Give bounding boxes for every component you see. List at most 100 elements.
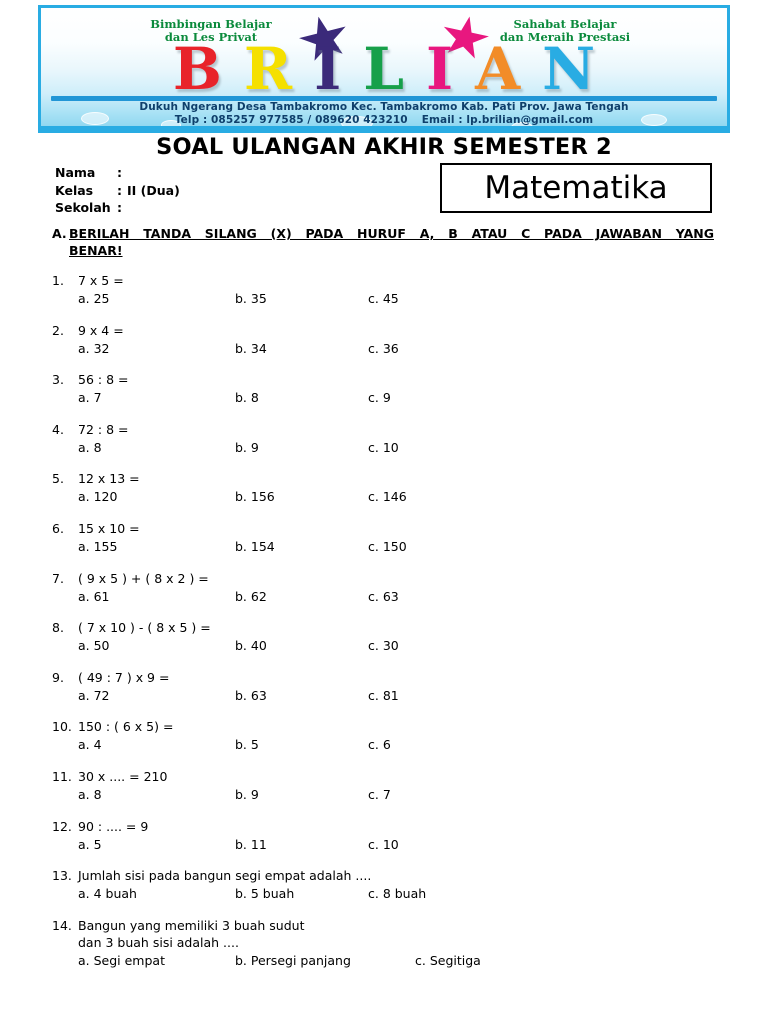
- tagline-left-line1: Bimbingan Belajar: [150, 17, 272, 31]
- identity-label: Nama: [55, 165, 96, 180]
- question-text: 72 : 8 =: [78, 421, 129, 437]
- banner-bottom-divider: [41, 126, 727, 130]
- answer-option-a[interactable]: a. 155: [78, 538, 118, 554]
- answer-option-c[interactable]: c. 8 buah: [368, 886, 427, 902]
- option-row: a. 61 b. 62 c. 63: [52, 588, 742, 605]
- answer-option-b[interactable]: b. 63: [235, 687, 267, 703]
- question-text: 90 : .... = 9: [78, 818, 149, 834]
- identity-colon: :: [117, 182, 122, 198]
- question-text: ( 9 x 5 ) + ( 8 x 2 ) =: [78, 570, 209, 586]
- answer-option-a[interactable]: a. 4: [78, 737, 102, 753]
- question-number: 12.: [52, 818, 72, 834]
- contact-address: Dukuh Ngerang Desa Tambakromo Kec. Tamba…: [139, 101, 629, 113]
- answer-option-a[interactable]: a. 4 buah: [78, 886, 137, 902]
- answer-option-c[interactable]: c. Segitiga: [415, 952, 481, 968]
- answer-option-a[interactable]: a. Segi empat: [78, 952, 165, 968]
- answer-option-a[interactable]: a. 8: [78, 786, 102, 802]
- question-number: 7.: [52, 570, 64, 586]
- identity-row: Nama:: [55, 164, 180, 182]
- answer-option-a[interactable]: a. 32: [78, 340, 110, 356]
- question-prompt: 8. ( 7 x 10 ) - ( 8 x 5 ) =: [52, 619, 742, 636]
- identity-label: Sekolah: [55, 200, 111, 215]
- answer-option-a[interactable]: a. 50: [78, 638, 110, 654]
- answer-option-b[interactable]: b. 34: [235, 340, 267, 356]
- tagline-right: Sahabat Belajar dan Meraih Prestasi: [455, 18, 675, 44]
- question-text: 150 : ( 6 x 5) =: [78, 719, 174, 735]
- answer-option-b[interactable]: b. 5 buah: [235, 886, 295, 902]
- answer-option-c[interactable]: c. 10: [368, 836, 399, 852]
- question-item: 11. 30 x .... = 210 a. 8 b. 9 c. 7: [52, 768, 742, 803]
- identity-value[interactable]: II (Dua): [127, 182, 180, 198]
- answer-option-a[interactable]: a. 72: [78, 687, 110, 703]
- answer-option-c[interactable]: c. 45: [368, 291, 399, 306]
- question-item: 6. 15 x 10 = a. 155 b. 154 c. 150: [52, 520, 742, 555]
- answer-option-b[interactable]: b. 62: [235, 588, 267, 604]
- answer-option-c[interactable]: c. 6: [368, 737, 391, 753]
- answer-option-a[interactable]: a. 61: [78, 588, 110, 604]
- question-prompt: 4. 72 : 8 =: [52, 421, 742, 438]
- option-row: a. 8 b. 9 c. 7: [52, 786, 742, 803]
- logo-letter-r-1: R: [243, 35, 293, 103]
- option-row: a. 25 b. 35 c. 45: [52, 290, 742, 307]
- logo-letter-i-2: I: [314, 35, 342, 103]
- question-item: 9. ( 49 : 7 ) x 9 = a. 72 b. 63 c. 81: [52, 669, 742, 704]
- identity-colon: :: [117, 165, 122, 180]
- question-prompt: 2. 9 x 4 =: [52, 322, 742, 339]
- contact-phone-email: Telp : 085257 977585 / 089620 423210 Emai…: [41, 114, 727, 127]
- instruction-section: A. BERILAH TANDA SILANG (X) PADA HURUF A…: [52, 225, 714, 259]
- question-list: 1. 7 x 5 = a. 25 b. 35 c. 45 2. 9 x 4 = a. 32 b.…: [52, 272, 742, 983]
- question-prompt: 1. 7 x 5 =: [52, 272, 742, 289]
- question-prompt: 5. 12 x 13 =: [52, 470, 742, 487]
- question-item: 2. 9 x 4 = a. 32 b. 34 c. 36: [52, 322, 742, 357]
- answer-option-b[interactable]: b. 35: [235, 291, 267, 306]
- answer-option-c[interactable]: c. 81: [368, 687, 399, 703]
- logo-letter-i-4: I: [425, 35, 454, 103]
- answer-option-c[interactable]: c. 146: [368, 489, 407, 505]
- answer-option-a[interactable]: a. 120: [78, 489, 118, 505]
- answer-option-a[interactable]: a. 7: [78, 390, 102, 406]
- question-text: Jumlah sisi pada bangun segi empat adala…: [78, 868, 372, 884]
- question-item: 1. 7 x 5 = a. 25 b. 35 c. 45: [52, 272, 742, 307]
- question-text: 30 x .... = 210: [78, 768, 168, 784]
- answer-option-c[interactable]: c. 150: [368, 538, 407, 554]
- answer-option-b[interactable]: b. Persegi panjang: [235, 952, 351, 968]
- option-row: a. 50 b. 40 c. 30: [52, 637, 742, 654]
- answer-option-b[interactable]: b. 8: [235, 390, 259, 406]
- question-item: 3. 56 : 8 = a. 7 b. 8 c. 9: [52, 371, 742, 406]
- answer-option-b[interactable]: b. 9: [235, 786, 259, 802]
- answer-option-c[interactable]: c. 10: [368, 439, 399, 455]
- answer-option-a[interactable]: a. 25: [78, 291, 110, 306]
- option-row: a. 8 b. 9 c. 10: [52, 439, 742, 456]
- question-text-line2: dan 3 buah sisi adalah ....: [78, 934, 239, 950]
- answer-option-a[interactable]: a. 8: [78, 439, 102, 455]
- answer-option-b[interactable]: b. 40: [235, 638, 267, 654]
- question-text: 15 x 10 =: [78, 520, 140, 536]
- question-number: 14.: [52, 917, 72, 933]
- tagline-left: Bimbingan Belajar dan Les Privat: [101, 18, 321, 44]
- instruction-letter: A.: [52, 226, 67, 241]
- question-text: Bangun yang memiliki 3 buah sudut: [78, 917, 305, 933]
- answer-option-c[interactable]: c. 36: [368, 340, 399, 356]
- answer-option-b[interactable]: b. 11: [235, 836, 267, 852]
- option-row: a. 5 b. 11 c. 10: [52, 836, 742, 853]
- brilian-banner: Bimbingan Belajar dan Les Privat Sahabat…: [38, 5, 730, 133]
- bubble-decoration: [641, 114, 667, 126]
- option-row: a. 4 b. 5 c. 6: [52, 736, 742, 753]
- answer-option-b[interactable]: b. 5: [235, 737, 259, 753]
- subject-label: Matematika: [484, 169, 668, 206]
- answer-option-b[interactable]: b. 154: [235, 538, 275, 554]
- question-text: 56 : 8 =: [78, 372, 129, 388]
- tagline-right-line1: Sahabat Belajar: [513, 17, 617, 31]
- instruction-body: BERILAH TANDA SILANG (X) PADA HURUF A, B…: [69, 225, 714, 259]
- answer-option-a[interactable]: a. 5: [78, 836, 102, 852]
- answer-option-c[interactable]: c. 30: [368, 638, 399, 654]
- question-prompt: 13. Jumlah sisi pada bangun segi empat ad…: [52, 867, 742, 884]
- answer-option-c[interactable]: c. 9: [368, 390, 391, 406]
- question-text: 9 x 4 =: [78, 322, 124, 338]
- option-row: a. 72 b. 63 c. 81: [52, 687, 742, 704]
- answer-option-b[interactable]: b. 156: [235, 489, 275, 505]
- answer-option-c[interactable]: c. 63: [368, 588, 399, 604]
- answer-option-b[interactable]: b. 9: [235, 439, 259, 455]
- answer-option-c[interactable]: c. 7: [368, 786, 391, 802]
- question-item: 5. 12 x 13 = a. 120 b. 156 c. 146: [52, 470, 742, 505]
